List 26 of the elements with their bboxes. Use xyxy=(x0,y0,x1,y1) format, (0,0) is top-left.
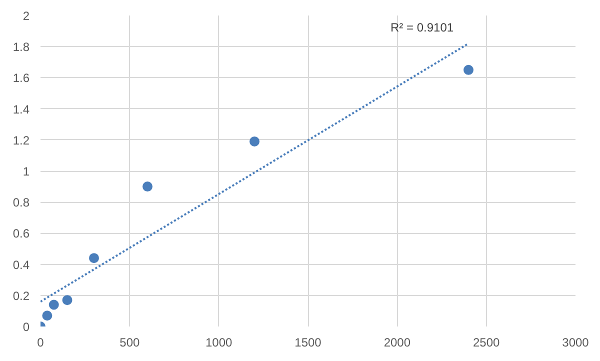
x-tick-label: 2000 xyxy=(384,336,411,350)
x-tick-label: 1500 xyxy=(294,336,322,350)
point xyxy=(42,310,52,321)
point xyxy=(464,64,474,75)
y-tick-label: 1.2 xyxy=(12,133,30,148)
point xyxy=(89,253,99,264)
point xyxy=(48,300,59,310)
y-tick-label: 1.4 xyxy=(12,102,30,116)
y-tick-label: 0.2 xyxy=(12,288,30,303)
y-tick-label: 0.8 xyxy=(12,196,30,210)
x-tick-label: 3000 xyxy=(562,336,590,350)
y-tick-label: 1 xyxy=(22,164,30,178)
y-tick-label: 0 xyxy=(22,320,30,334)
point xyxy=(62,295,72,306)
y-tick-label: 0.4 xyxy=(12,258,30,272)
x-tick-label: 0 xyxy=(37,336,44,350)
y-tick-label: 1.8 xyxy=(12,40,30,54)
y-tick-label: 2 xyxy=(22,9,30,23)
x-tick-label: 500 xyxy=(120,336,140,350)
x-tick-label: 2500 xyxy=(472,336,500,350)
point xyxy=(142,182,152,192)
y-tick-label: 0.6 xyxy=(12,226,30,241)
x-tick-label: 1000 xyxy=(205,336,233,350)
point xyxy=(250,136,260,146)
annotation: R² = 0.9101 xyxy=(390,20,454,34)
y-tick-label: 1.6 xyxy=(12,71,30,86)
